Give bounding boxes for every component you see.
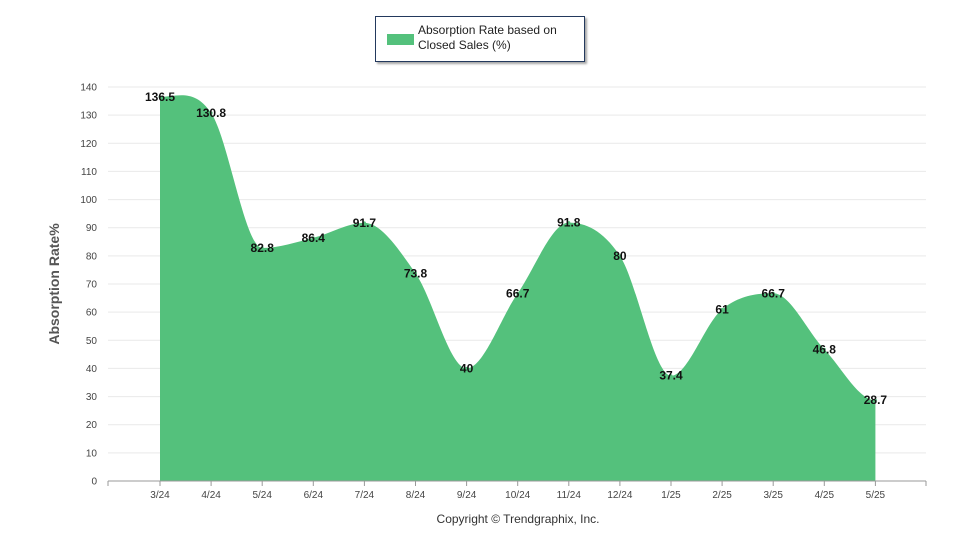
y-tick-label: 100 <box>80 195 97 206</box>
data-point-7/24 <box>362 221 366 225</box>
data-label: 130.8 <box>196 106 226 120</box>
data-label: 66.7 <box>506 286 530 300</box>
data-label: 136.5 <box>145 90 175 104</box>
x-tick-label: 10/24 <box>505 490 530 501</box>
y-tick-label: 80 <box>86 251 98 262</box>
data-label: 46.8 <box>813 342 837 356</box>
y-tick-label: 50 <box>86 336 98 347</box>
data-label: 37.4 <box>659 369 683 383</box>
data-label: 61 <box>715 302 729 316</box>
data-label: 28.7 <box>864 393 888 407</box>
x-tick-label: 7/24 <box>355 490 375 501</box>
y-tick-label: 90 <box>86 223 98 234</box>
y-tick-label: 110 <box>81 167 97 178</box>
x-tick-label: 5/25 <box>866 490 886 501</box>
x-tick-label: 4/24 <box>201 490 221 501</box>
x-tick-label: 6/24 <box>304 490 324 501</box>
data-point-10/24 <box>516 291 520 295</box>
y-axis-title: Absorption Rate% <box>46 223 62 345</box>
data-labels: 136.5 130.8 82.8 86.4 91.7 73.8 40 66.7 91.8 80 37… <box>145 90 887 407</box>
legend-label: Absorption Rate based on Closed Sales (%… <box>418 23 557 52</box>
y-tick-label: 60 <box>86 308 98 319</box>
data-point-4/24 <box>209 111 213 115</box>
data-point-2/25 <box>720 307 724 311</box>
y-tick-label: 120 <box>80 139 97 150</box>
copyright-text: Copyright © Trendgraphix, Inc. <box>436 512 600 526</box>
x-tick-label: 4/25 <box>815 490 835 501</box>
data-label: 91.8 <box>557 216 581 230</box>
data-label: 80 <box>613 249 627 263</box>
data-label: 40 <box>460 361 474 375</box>
data-label: 91.7 <box>353 216 377 230</box>
data-point-8/24 <box>414 271 417 275</box>
x-tick-label: 3/25 <box>763 490 783 501</box>
data-point-1/25 <box>669 374 673 378</box>
area-fill <box>160 95 876 482</box>
data-point-3/25 <box>771 291 775 295</box>
y-tick-label: 30 <box>86 392 98 403</box>
x-tick-label: 8/24 <box>406 490 426 501</box>
y-tick-label: 70 <box>86 280 98 291</box>
x-tick-label: 11/24 <box>557 490 582 501</box>
x-tick-label: 5/24 <box>252 490 272 501</box>
x-tick-label: 1/25 <box>661 490 681 501</box>
data-point-5/24 <box>260 246 264 250</box>
y-tick-label: 140 <box>80 83 97 94</box>
axes: 0 10 20 30 40 50 60 70 80 90 100 110 120 130 140 3/24 4/… <box>80 83 927 501</box>
data-point-3/24 <box>158 95 162 99</box>
data-label: 86.4 <box>302 231 326 245</box>
y-tick-label: 40 <box>86 364 98 375</box>
x-tick-label: 12/24 <box>607 490 632 501</box>
data-point-11/24 <box>567 221 571 225</box>
data-label: 82.8 <box>251 241 275 255</box>
x-tick-label: 3/24 <box>150 490 170 501</box>
area-series <box>158 95 877 482</box>
legend-swatch <box>387 34 414 45</box>
y-tick-label: 0 <box>91 477 97 488</box>
data-point-4/25 <box>822 347 826 351</box>
y-tick-label: 20 <box>86 420 98 431</box>
data-point-12/24 <box>618 254 622 258</box>
data-point-5/25 <box>873 398 877 402</box>
y-tick-label: 10 <box>86 448 98 459</box>
x-tick-label: 9/24 <box>457 490 477 501</box>
data-label: 66.7 <box>762 286 786 300</box>
x-tick-label: 2/25 <box>712 490 732 501</box>
data-point-9/24 <box>465 366 469 370</box>
data-point-6/24 <box>311 236 315 240</box>
y-tick-label: 130 <box>80 111 97 122</box>
data-label: 73.8 <box>404 266 428 280</box>
legend: Absorption Rate based on Closed Sales (%… <box>375 16 585 62</box>
